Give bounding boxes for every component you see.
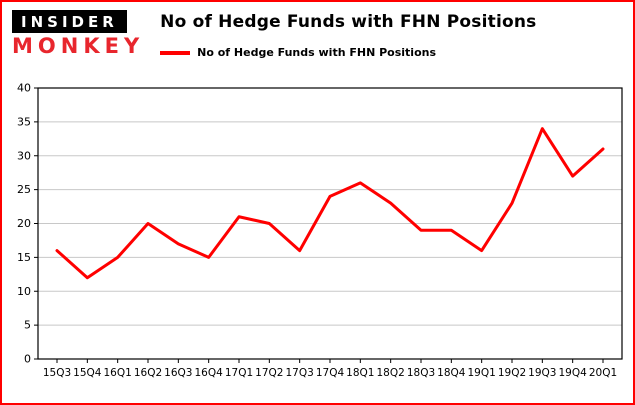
svg-text:18Q4: 18Q4 — [437, 367, 466, 379]
legend-line-swatch — [160, 50, 191, 55]
svg-text:17Q3: 17Q3 — [286, 367, 314, 379]
logo-monkey-text: MONKEY — [12, 34, 145, 58]
insider-monkey-logo: INSIDER MONKEY — [12, 10, 144, 58]
svg-text:0: 0 — [24, 353, 31, 366]
svg-text:17Q1: 17Q1 — [225, 367, 253, 379]
svg-text:17Q4: 17Q4 — [316, 367, 345, 379]
title-block: No of Hedge Funds with FHN Positions No … — [160, 10, 536, 59]
svg-text:30: 30 — [17, 149, 31, 162]
svg-text:17Q2: 17Q2 — [255, 367, 283, 379]
svg-text:19Q1: 19Q1 — [468, 367, 496, 379]
svg-text:16Q1: 16Q1 — [104, 367, 132, 379]
svg-text:18Q1: 18Q1 — [346, 367, 374, 379]
svg-text:18Q2: 18Q2 — [377, 367, 405, 379]
header: INSIDER MONKEY No of Hedge Funds with FH… — [12, 10, 537, 59]
svg-text:15: 15 — [17, 251, 31, 264]
svg-text:19Q2: 19Q2 — [498, 367, 526, 379]
svg-text:25: 25 — [17, 183, 31, 196]
legend: No of Hedge Funds with FHN Positions — [160, 46, 536, 59]
svg-text:16Q4: 16Q4 — [195, 367, 224, 379]
logo-insider-text: INSIDER — [12, 10, 127, 33]
svg-text:18Q3: 18Q3 — [407, 367, 435, 379]
svg-text:15Q4: 15Q4 — [73, 367, 102, 379]
svg-text:5: 5 — [24, 319, 31, 332]
svg-text:15Q3: 15Q3 — [43, 367, 71, 379]
svg-text:10: 10 — [17, 285, 31, 298]
svg-text:20Q1: 20Q1 — [589, 367, 617, 379]
svg-text:19Q3: 19Q3 — [528, 367, 556, 379]
svg-text:40: 40 — [17, 82, 31, 95]
svg-text:19Q4: 19Q4 — [559, 367, 588, 379]
svg-text:20: 20 — [17, 217, 31, 230]
svg-text:35: 35 — [17, 115, 31, 128]
page-title: No of Hedge Funds with FHN Positions — [160, 12, 537, 32]
svg-text:16Q2: 16Q2 — [134, 367, 162, 379]
legend-label: No of Hedge Funds with FHN Positions — [197, 46, 437, 59]
svg-text:16Q3: 16Q3 — [164, 367, 192, 379]
